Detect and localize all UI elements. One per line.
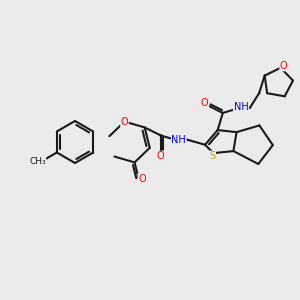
Text: O: O bbox=[157, 151, 164, 161]
Text: O: O bbox=[280, 61, 287, 71]
Text: NH: NH bbox=[171, 135, 186, 145]
Text: CH₃: CH₃ bbox=[29, 157, 46, 166]
Text: O: O bbox=[121, 117, 128, 127]
Text: NH: NH bbox=[233, 102, 248, 112]
Text: S: S bbox=[209, 151, 215, 161]
Text: O: O bbox=[138, 174, 146, 184]
Text: O: O bbox=[201, 98, 208, 108]
